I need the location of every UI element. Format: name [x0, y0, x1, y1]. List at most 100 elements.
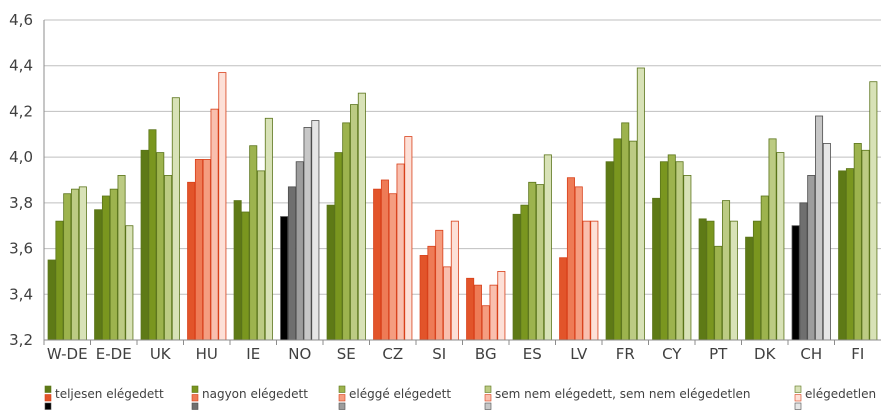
legend-label: elégedetlen	[805, 387, 876, 401]
bar-ES-4	[536, 184, 545, 341]
bar-CZ-3	[388, 193, 397, 341]
bar-UK-1	[140, 149, 149, 341]
bar-BG-2	[473, 284, 482, 341]
bar-IE-3	[249, 145, 258, 341]
x-tick-label: FR	[616, 345, 635, 363]
y-tick-label: 4,6	[9, 11, 33, 29]
bar-BG-3	[481, 305, 490, 341]
bar-PT-2	[706, 220, 715, 341]
legend-swatch-orange	[794, 394, 802, 402]
legend-swatch-orange	[44, 394, 52, 402]
bar-DK-5	[776, 152, 785, 341]
bar-UK-3	[156, 152, 165, 341]
bar-SE-1	[326, 204, 335, 341]
x-tick-label: ES	[523, 345, 542, 363]
bar-CZ-2	[380, 179, 389, 341]
bar-LV-3	[574, 186, 583, 341]
bar-ES-1	[512, 213, 521, 341]
bar-CH-1	[791, 225, 800, 341]
bar-LV-1	[559, 257, 568, 341]
bar-BG-5	[497, 271, 506, 341]
bar-NO-2	[287, 186, 296, 341]
y-tick-label: 4,0	[9, 148, 33, 166]
legend-swatch-orange	[338, 394, 346, 402]
bar-FR-3	[621, 122, 630, 341]
legend-swatch-green	[191, 385, 199, 393]
bar-ES-3	[528, 181, 537, 341]
bar-PT-4	[722, 200, 731, 341]
bar-BG-4	[489, 284, 498, 341]
legend-swatch-gray	[191, 402, 199, 410]
bar-SI-2	[427, 245, 436, 341]
gridlines	[44, 19, 881, 341]
bar-SE-2	[334, 152, 343, 341]
legend-label: nagyon elégedett	[202, 387, 308, 401]
y-tick-label: 3,6	[9, 240, 33, 258]
x-tick-label: E-DE	[96, 345, 132, 363]
bar-SI-5	[450, 220, 459, 341]
bar-DK-4	[768, 138, 777, 341]
bar-SI-1	[419, 255, 428, 341]
legend-label: sem nem elégedett, sem nem elégedetlen	[495, 387, 751, 401]
legend-swatch-gray	[44, 402, 52, 410]
bar-IE-5	[264, 117, 273, 341]
bar-CH-4	[815, 115, 824, 341]
legend-swatch-gray	[484, 402, 492, 410]
x-tick-label: HU	[196, 345, 218, 363]
bar-FI-1	[838, 170, 847, 341]
x-tick-label: UK	[150, 345, 172, 363]
bar-SE-4	[350, 104, 359, 341]
y-tick-label: 3,8	[9, 194, 33, 212]
bar-NO-5	[311, 120, 320, 341]
legend-swatch-gray	[338, 402, 346, 410]
bar-FI-3	[853, 143, 862, 341]
bar-IE-4	[257, 170, 266, 341]
x-tick-label: SE	[337, 345, 356, 363]
bar-LV-5	[590, 220, 599, 341]
bar-CH-3	[807, 175, 816, 341]
bar-HU-2	[194, 159, 203, 341]
y-axis-tick-labels: 3,2 3,4 3,6 3,8 4,0 4,2 4,4 4,6	[9, 11, 33, 349]
legend-label: eléggé elégedett	[349, 387, 451, 401]
x-tick-label: W-DE	[47, 345, 88, 363]
legend-swatch-green	[794, 385, 802, 393]
x-tick-label: CZ	[382, 345, 403, 363]
bar-FI-5	[869, 81, 878, 341]
bar-PT-5	[729, 220, 738, 341]
legend: teljesen elégedett nagyon elégedett eléggé…	[44, 385, 876, 410]
bar-FI-2	[845, 168, 854, 341]
bar-NO-4	[303, 127, 312, 341]
bar-DK-2	[752, 220, 761, 341]
bar-UK-2	[148, 129, 157, 341]
x-tick-label: DK	[754, 345, 777, 363]
bar-E-DE-3	[109, 188, 118, 341]
bar-LV-2	[566, 177, 575, 341]
bar-NO-1	[280, 216, 289, 341]
y-tick-label: 3,2	[9, 331, 33, 349]
bar-CY-1	[652, 197, 661, 341]
bar-DK-3	[760, 195, 769, 341]
bar-SI-3	[435, 229, 444, 341]
legend-swatch-green	[44, 385, 52, 393]
bar-FR-4	[629, 140, 638, 341]
bar-SE-3	[342, 122, 351, 341]
x-tick-label: PT	[709, 345, 728, 363]
bar-E-DE-5	[125, 225, 134, 341]
bars	[47, 67, 878, 341]
x-tick-label: SI	[432, 345, 446, 363]
bar-CZ-1	[373, 188, 382, 341]
bar-DK-1	[745, 236, 754, 341]
x-tick-label: FI	[851, 345, 864, 363]
bar-UK-4	[164, 175, 173, 341]
bar-E-DE-4	[117, 175, 126, 341]
y-tick-label: 4,4	[9, 57, 33, 75]
bar-BG-1	[466, 277, 475, 341]
bar-E-DE-2	[101, 195, 110, 341]
bar-FI-4	[861, 149, 870, 341]
bar-HU-3	[202, 159, 211, 341]
bar-LV-4	[582, 220, 591, 341]
bar-CZ-4	[396, 163, 405, 341]
x-tick-label: LV	[570, 345, 588, 363]
bar-NO-3	[295, 161, 304, 341]
